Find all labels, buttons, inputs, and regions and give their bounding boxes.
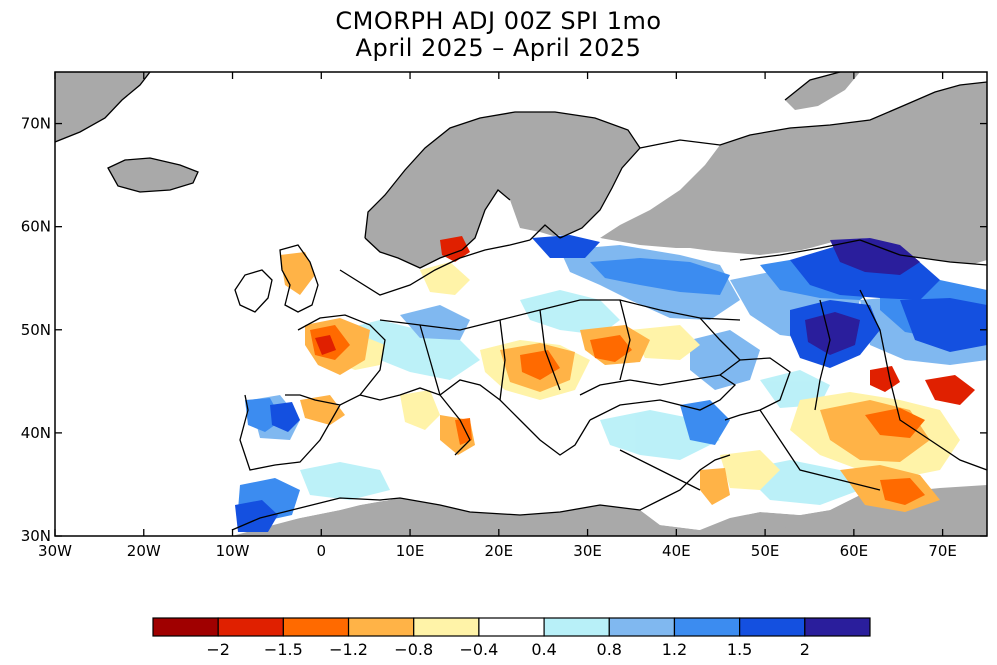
iceland-landmass (108, 158, 198, 192)
map-date-range: April 2025 – April 2025 (355, 34, 642, 62)
plot-frame (54, 71, 988, 537)
colorbar-swatch (282, 617, 350, 637)
colorbar-swatch (152, 617, 219, 637)
lon-tick-label: 40E (662, 542, 691, 560)
longitude-axis: 30W 20W 10W 0 10E 20E 30E 40E 50E 60E 70E (38, 72, 957, 560)
lat-tick-label: 70N (21, 115, 51, 133)
lat-tick-label: 60N (21, 218, 51, 236)
colorbar-label: 1.5 (727, 640, 752, 659)
lon-tick-label: 30E (573, 542, 602, 560)
colorbar-swatch (217, 617, 284, 637)
colorbar-label: −2 (206, 640, 230, 659)
coastlines-borders (55, 72, 987, 531)
map-title: CMORPH ADJ 00Z SPI 1mo (335, 7, 662, 35)
colorbar-swatch (673, 617, 741, 637)
colorbar-label: 0.4 (531, 640, 556, 659)
latitude-axis: 30N 40N 50N 60N 70N (21, 115, 987, 545)
colorbar-swatch (413, 617, 480, 637)
spi-field (232, 235, 987, 536)
lat-tick-label: 40N (21, 424, 51, 442)
svalbard-landmass (785, 72, 860, 110)
lon-tick-label: 10E (396, 542, 425, 560)
lon-tick-label: 60E (840, 542, 869, 560)
colorbar-swatch (804, 617, 871, 637)
colorbar-swatch (478, 617, 545, 637)
colorbar-swatch (739, 617, 806, 637)
colorbar-swatch (543, 617, 610, 637)
no-data-land (55, 72, 987, 536)
colorbar-label: −1.2 (329, 640, 368, 659)
colorbar-label: 2 (800, 640, 810, 659)
colorbar-label: −0.4 (459, 640, 498, 659)
colorbar-swatch (608, 617, 676, 637)
greenland-landmass (55, 72, 150, 142)
colorbar-label: −1.5 (264, 640, 303, 659)
lon-tick-label: 20E (485, 542, 514, 560)
lat-tick-label: 50N (21, 321, 51, 339)
lat-tick-label: 30N (21, 527, 51, 545)
scandinavia-landmass (365, 112, 640, 268)
lon-tick-label: 30W (38, 542, 72, 560)
lon-tick-label: 70E (928, 542, 957, 560)
lon-tick-label: 20W (127, 542, 161, 560)
north-africa-landmass (235, 480, 987, 536)
lon-tick-label: 0 (317, 542, 327, 560)
northern-russia-landmass (600, 82, 987, 268)
lon-tick-label: 10W (216, 542, 250, 560)
lon-tick-label: 50E (751, 542, 780, 560)
colorbar-label: 0.8 (597, 640, 622, 659)
colorbar-swatch (347, 617, 415, 637)
colorbar-label: 1.2 (662, 640, 687, 659)
colorbar-label: −0.8 (394, 640, 433, 659)
